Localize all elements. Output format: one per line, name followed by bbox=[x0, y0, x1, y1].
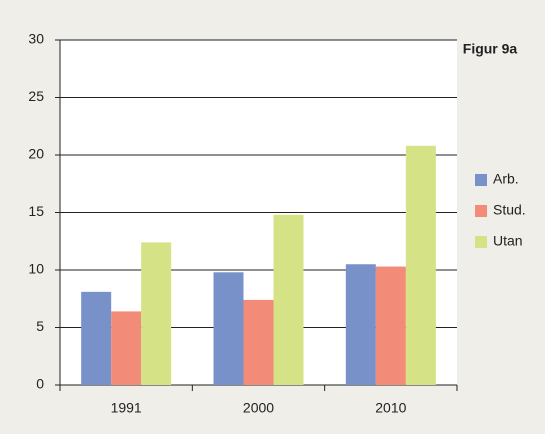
bar bbox=[405, 145, 436, 385]
chart-title: Figur 9a bbox=[463, 41, 518, 57]
y-tick-label: 30 bbox=[28, 31, 44, 47]
y-tick-label: 10 bbox=[28, 261, 44, 277]
bar bbox=[273, 214, 304, 385]
y-tick-label: 0 bbox=[36, 376, 44, 392]
bar bbox=[243, 299, 274, 385]
bar bbox=[141, 242, 172, 385]
x-tick-label: 2010 bbox=[375, 400, 406, 416]
legend-swatch bbox=[475, 236, 487, 248]
legend-label: Utan bbox=[493, 233, 523, 249]
bar bbox=[375, 266, 406, 385]
y-tick-label: 5 bbox=[36, 318, 44, 334]
x-tick-label: 1991 bbox=[111, 400, 142, 416]
bar bbox=[213, 272, 244, 385]
x-tick-label: 2000 bbox=[243, 400, 274, 416]
legend-swatch bbox=[475, 174, 487, 186]
y-tick-label: 25 bbox=[28, 88, 44, 104]
legend-swatch bbox=[475, 205, 487, 217]
bar bbox=[345, 264, 376, 385]
y-tick-label: 15 bbox=[28, 203, 44, 219]
legend-label: Arb. bbox=[493, 171, 519, 187]
legend-label: Stud. bbox=[493, 202, 526, 218]
y-tick-label: 20 bbox=[28, 146, 44, 162]
bar bbox=[111, 311, 142, 385]
bar bbox=[81, 291, 112, 385]
